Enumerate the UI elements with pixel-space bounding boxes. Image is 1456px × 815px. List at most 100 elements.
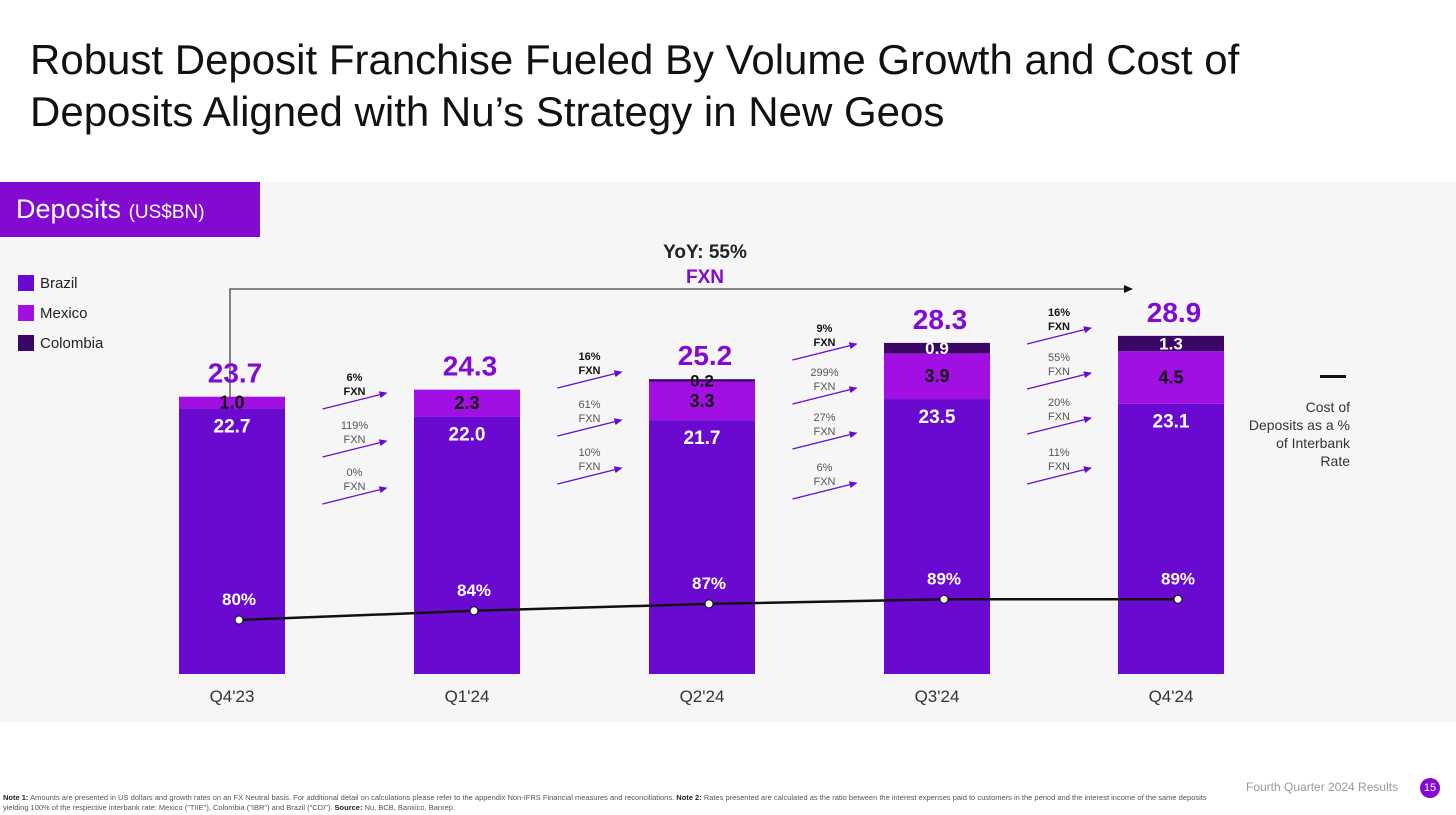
growth-unit-1-0: FXN: [579, 365, 601, 377]
growth-arrow-2-0: [792, 342, 858, 361]
total-label-1: 24.3: [443, 351, 498, 382]
growth-pct-0-2: 0%: [347, 467, 363, 479]
growth-unit-3-3: FXN: [1048, 461, 1070, 473]
growth-arrow-2-3: [792, 481, 858, 500]
cost-label-0: 80%: [222, 590, 256, 609]
data-label-mexico-1: 2.3: [454, 393, 479, 413]
growth-unit-0-1: FXN: [344, 434, 366, 446]
growth-annotations: 6% FXN 119% FXN 0% FXN 16% FXN 61% FXN 10% FXN 9% FXN…: [322, 307, 1092, 505]
growth-pct-2-2: 27%: [813, 412, 835, 424]
note2-label: Note 2:: [676, 793, 702, 802]
bar-mexico-3: [884, 353, 990, 400]
bar-brazil-1: [414, 416, 520, 674]
data-label-mexico-4: 4.5: [1158, 367, 1183, 387]
data-label-brazil-2: 21.7: [684, 428, 721, 449]
yoy-bracket-line: [229, 285, 1133, 406]
cost-legend-line2: Deposits as a %: [1248, 417, 1350, 433]
growth-pct-0-0: 6%: [347, 372, 363, 384]
growth-unit-3-2: FXN: [1048, 411, 1070, 423]
footer-note: Note 1: Amounts are presented in US doll…: [3, 793, 1233, 813]
panel-unit: (US$BN): [128, 202, 205, 223]
source-label: Source:: [334, 803, 363, 812]
title-line-2: Deposits Aligned with Nu’s Strategy in N…: [30, 88, 945, 135]
panel-label: Deposits (US$BN): [16, 194, 205, 225]
bar-brazil-3: [884, 399, 990, 674]
growth-arrow-1-1: [557, 418, 623, 437]
cost-legend-line: [1320, 375, 1346, 378]
bar-colombia-4: [1118, 335, 1224, 352]
growth-pct-1-1: 61%: [578, 399, 600, 411]
growth-unit-0-0: FXN: [344, 386, 366, 398]
cost-label-3: 89%: [927, 569, 961, 588]
panel-tag: Deposits (US$BN): [0, 182, 260, 237]
cost-of-deposits-line: 80% 84% 87% 89% 89%: [222, 569, 1195, 625]
total-label-3: 28.3: [913, 304, 968, 335]
cost-point-4: [1173, 594, 1183, 604]
growth-pct-2-0: 9%: [817, 323, 833, 335]
growth-arrow-3-0: [1026, 326, 1092, 345]
note1-text: Amounts are presented in US dollars and …: [30, 793, 675, 802]
legend-swatch-mexico: [18, 305, 34, 321]
cost-label-2: 87%: [692, 574, 726, 593]
legend-item-colombia: Colombia: [18, 328, 103, 358]
legend-item-mexico: Mexico: [18, 298, 103, 328]
growth-pct-3-3: 11%: [1048, 447, 1069, 459]
data-label-mexico-2: 3.3: [689, 391, 714, 411]
cost-legend-line1: Cost of: [1305, 399, 1350, 415]
growth-arrow-3-1: [1026, 371, 1092, 390]
total-label-0: 23.7: [208, 358, 263, 389]
data-label-brazil-1: 22.0: [449, 425, 486, 446]
x-tick-label-0: Q4'23: [210, 687, 255, 706]
growth-arrow-0-2: [322, 486, 388, 505]
cost-point-2: [704, 599, 714, 609]
x-axis: Q4'23 Q1'24 Q2'24 Q3'24 Q4'24: [210, 687, 1194, 706]
growth-arrow-3-2: [1026, 416, 1092, 435]
cost-label-1: 84%: [457, 581, 491, 600]
x-tick-label-2: Q2'24: [680, 687, 725, 706]
growth-unit-2-0: FXN: [814, 337, 836, 349]
data-label-colombia-4: 1.3: [1159, 334, 1183, 353]
growth-pct-2-3: 6%: [817, 462, 833, 474]
data-label-brazil-4: 23.1: [1153, 412, 1190, 433]
data-label-colombia-3: 0.9: [925, 339, 949, 358]
data-label-brazil-0: 22.7: [214, 416, 251, 437]
bar-mexico-0: [179, 396, 285, 409]
total-label-2: 25.2: [678, 340, 733, 371]
data-label-colombia-2: 0.2: [690, 371, 714, 390]
growth-unit-0-2: FXN: [344, 481, 366, 493]
x-tick-label-4: Q4'24: [1149, 687, 1194, 706]
growth-pct-1-2: 10%: [578, 447, 600, 459]
growth-pct-3-1: 55%: [1048, 352, 1070, 364]
cost-legend: Cost of Deposits as a % of Interbank Rat…: [1240, 368, 1350, 470]
yoy-annotation: YoY: 55% FXN: [229, 242, 1133, 406]
growth-arrow-2-2: [792, 431, 858, 450]
bar-mexico-1: [414, 389, 520, 417]
page-footer-label: Fourth Quarter 2024 Results: [1246, 780, 1399, 794]
bar-mexico-2: [649, 381, 755, 421]
cost-label-4: 89%: [1161, 569, 1195, 588]
x-tick-label-1: Q1'24: [445, 687, 490, 706]
x-tick-label-3: Q3'24: [915, 687, 960, 706]
page-number: 15: [1420, 778, 1440, 798]
data-label-brazil-3: 23.5: [919, 407, 956, 428]
bar-mexico-4: [1118, 351, 1224, 404]
growth-arrow-0-0: [322, 391, 388, 410]
growth-arrow-1-2: [557, 466, 623, 485]
growth-arrow-1-0: [557, 370, 623, 389]
bar-brazil-0: [179, 408, 285, 674]
bar-brazil-2: [649, 420, 755, 674]
cost-point-0: [234, 615, 244, 625]
page-title: Robust Deposit Franchise Fueled By Volum…: [30, 34, 1410, 138]
growth-unit-2-1: FXN: [814, 381, 836, 393]
bars: 22.7 1.0 23.7 22.0 2.3 24.3 21.7 3.30.225.2 23.5…: [179, 297, 1224, 674]
cost-point-3: [939, 594, 949, 604]
bar-brazil-4: [1118, 403, 1224, 674]
note2-text: Rates presented are calculated as the ra…: [3, 793, 1207, 812]
bar-colombia-2: [649, 379, 755, 382]
yoy-fxn-label: FXN: [686, 267, 724, 288]
legend-label-mexico: Mexico: [40, 304, 88, 322]
yoy-label: YoY: 55%: [663, 242, 747, 263]
bar-colombia-3: [884, 342, 990, 354]
growth-arrow-0-1: [322, 439, 388, 458]
